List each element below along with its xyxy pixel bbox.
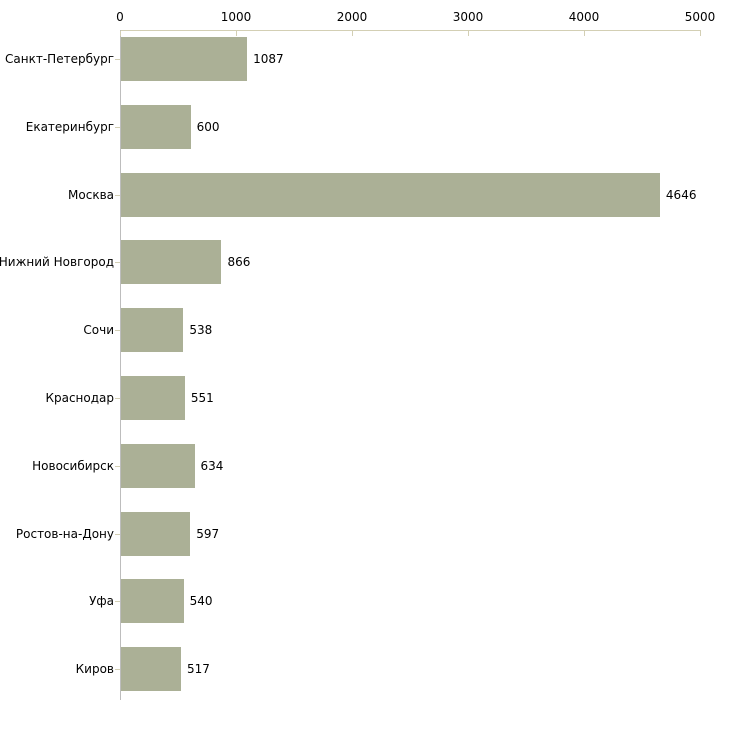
category-label: Санкт-Петербург xyxy=(5,52,114,66)
value-label: 538 xyxy=(189,323,213,338)
category-label: Новосибирск xyxy=(32,458,114,473)
category-tick-mark xyxy=(115,127,120,128)
bar xyxy=(121,511,191,556)
y-axis-line xyxy=(120,30,121,700)
x-axis-tick-mark xyxy=(352,31,353,36)
bar xyxy=(121,308,184,353)
category-label: Сочи xyxy=(83,323,114,338)
x-axis-tick-label: 1000 xyxy=(220,10,252,24)
value-label: 517 xyxy=(186,662,210,677)
category-tick-mark xyxy=(115,398,120,399)
x-axis-tick-mark xyxy=(468,31,469,36)
x-axis-tick-label: 5000 xyxy=(684,10,716,24)
bar xyxy=(121,104,191,149)
value-label: 597 xyxy=(196,526,220,541)
x-axis-tick-mark xyxy=(236,31,237,36)
x-axis-tick-mark xyxy=(700,31,701,36)
category-tick-mark xyxy=(115,669,120,670)
category-label: Москва xyxy=(68,187,114,202)
value-label: 4646 xyxy=(665,187,697,202)
category-tick-mark xyxy=(115,534,120,535)
value-label: 540 xyxy=(189,594,213,609)
category-tick-mark xyxy=(115,195,120,196)
bar xyxy=(121,579,184,624)
category-label: Киров xyxy=(75,662,114,677)
bar xyxy=(121,37,248,81)
x-axis-tick-label: 3000 xyxy=(452,10,484,24)
category-label: Краснодар xyxy=(45,391,114,405)
category-tick-mark xyxy=(115,59,120,60)
category-tick-mark xyxy=(115,262,120,263)
category-label: Екатеринбург xyxy=(25,119,114,134)
bar xyxy=(121,443,195,488)
category-tick-mark xyxy=(115,466,120,467)
x-axis-tick-label: 4000 xyxy=(568,10,600,24)
x-axis-tick-label: 2000 xyxy=(336,10,368,24)
bar xyxy=(121,172,660,217)
category-label: Ростов-на-Дону xyxy=(15,526,114,541)
bar xyxy=(121,647,181,692)
category-label: Уфа xyxy=(89,594,114,609)
x-axis-line xyxy=(120,30,701,31)
value-label: 551 xyxy=(190,391,214,405)
value-label: 866 xyxy=(227,255,251,270)
category-tick-mark xyxy=(115,601,120,602)
x-axis-tick-label: 0 xyxy=(116,10,124,24)
x-axis-tick-mark xyxy=(120,31,121,36)
bar xyxy=(121,240,222,285)
bar xyxy=(121,376,185,420)
x-axis-tick-mark xyxy=(584,31,585,36)
category-tick-mark xyxy=(115,330,120,331)
value-label: 634 xyxy=(200,458,224,473)
value-label: 600 xyxy=(196,119,220,134)
value-label: 1087 xyxy=(253,52,284,66)
category-label: Нижний Новгород xyxy=(0,255,114,270)
